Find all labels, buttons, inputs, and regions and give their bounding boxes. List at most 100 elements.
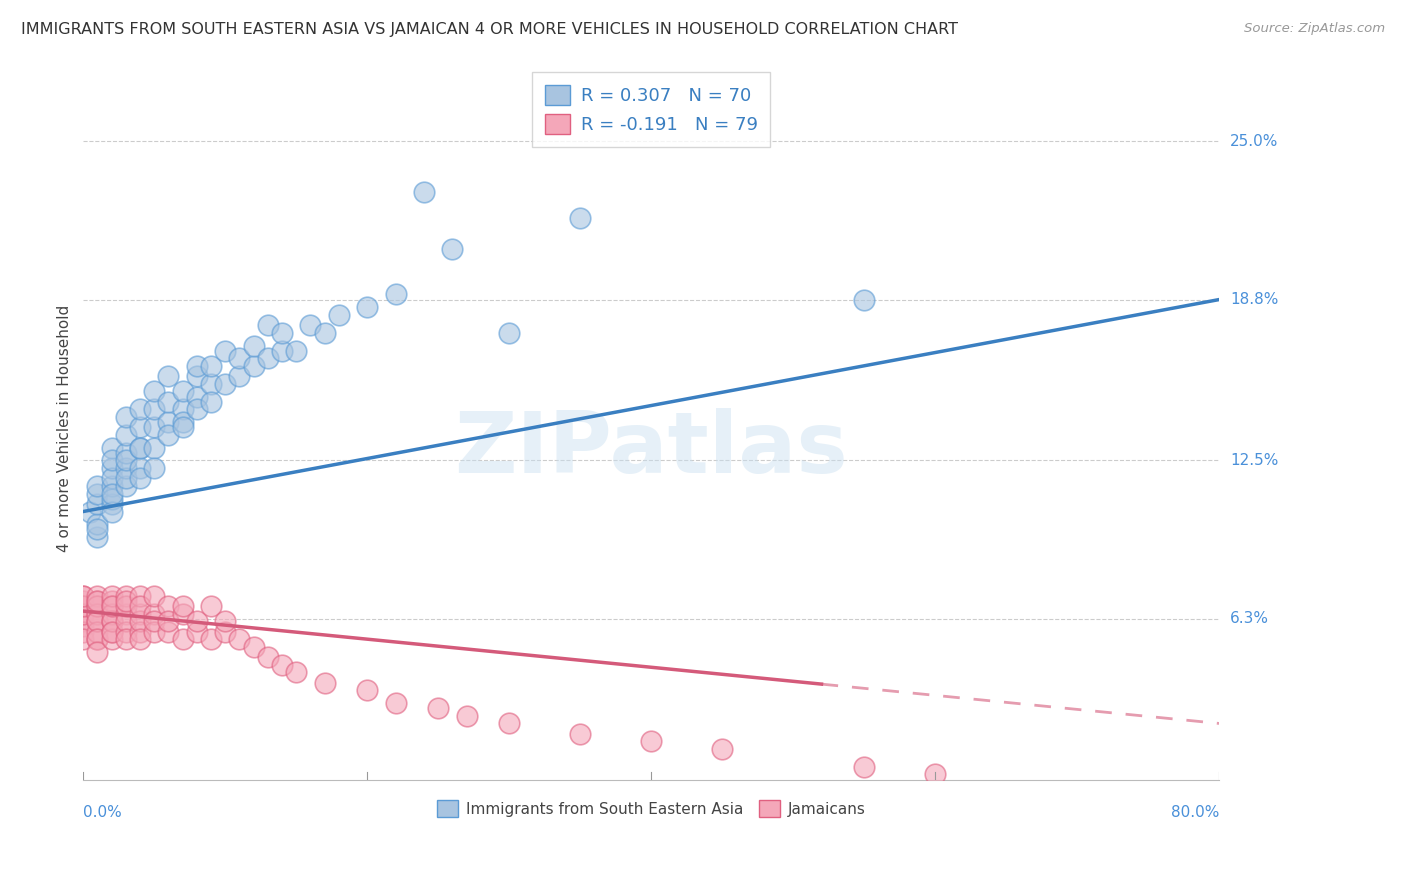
Point [86, 517, 108, 532]
Point [441, 242, 464, 256]
Point [86, 607, 108, 621]
Point [115, 615, 138, 629]
Point [498, 716, 520, 731]
Point [115, 594, 138, 608]
Point [569, 211, 592, 225]
Point [100, 624, 122, 639]
Point [72, 619, 94, 633]
Point [100, 441, 122, 455]
Point [115, 599, 138, 613]
Point [115, 624, 138, 639]
Point [86, 479, 108, 493]
Point [72, 589, 94, 603]
Point [172, 632, 194, 647]
Point [172, 415, 194, 429]
Point [129, 589, 152, 603]
Point [271, 657, 294, 672]
Point [143, 441, 166, 455]
Point [356, 683, 378, 698]
Point [100, 589, 122, 603]
Point [157, 394, 180, 409]
Point [228, 632, 250, 647]
Point [72, 607, 94, 621]
Point [456, 708, 478, 723]
Point [86, 645, 108, 659]
Point [115, 428, 138, 442]
Point [115, 453, 138, 467]
Point [157, 624, 180, 639]
Point [242, 359, 264, 373]
Point [314, 675, 336, 690]
Point [143, 420, 166, 434]
Point [100, 615, 122, 629]
Text: 18.8%: 18.8% [1230, 292, 1278, 307]
Point [100, 624, 122, 639]
Point [143, 589, 166, 603]
Point [115, 446, 138, 460]
Point [157, 599, 180, 613]
Point [100, 599, 122, 613]
Point [86, 497, 108, 511]
Point [100, 453, 122, 467]
Point [228, 351, 250, 366]
Point [214, 615, 236, 629]
Point [86, 599, 108, 613]
Point [384, 287, 406, 301]
Point [115, 461, 138, 475]
Point [200, 394, 222, 409]
Point [157, 428, 180, 442]
Text: ZIPatlas: ZIPatlas [454, 408, 848, 491]
Point [413, 186, 436, 200]
Point [853, 760, 876, 774]
Point [86, 594, 108, 608]
Point [86, 632, 108, 647]
Point [86, 615, 108, 629]
Point [72, 607, 94, 621]
Text: 80.0%: 80.0% [1171, 805, 1219, 820]
Point [129, 615, 152, 629]
Point [242, 640, 264, 654]
Point [640, 734, 662, 748]
Point [129, 471, 152, 485]
Point [129, 441, 152, 455]
Point [86, 624, 108, 639]
Point [384, 696, 406, 710]
Point [86, 486, 108, 500]
Point [186, 615, 208, 629]
Point [172, 599, 194, 613]
Text: 12.5%: 12.5% [1230, 453, 1278, 468]
Point [86, 607, 108, 621]
Point [257, 318, 280, 332]
Point [100, 504, 122, 518]
Point [172, 384, 194, 399]
Point [271, 326, 294, 340]
Point [129, 402, 152, 417]
Point [100, 632, 122, 647]
Point [314, 326, 336, 340]
Point [79, 504, 101, 518]
Point [172, 402, 194, 417]
Point [100, 486, 122, 500]
Point [129, 624, 152, 639]
Point [72, 599, 94, 613]
Point [100, 599, 122, 613]
Point [115, 410, 138, 425]
Point [72, 615, 94, 629]
Point [100, 471, 122, 485]
Text: IMMIGRANTS FROM SOUTH EASTERN ASIA VS JAMAICAN 4 OR MORE VEHICLES IN HOUSEHOLD C: IMMIGRANTS FROM SOUTH EASTERN ASIA VS JA… [21, 22, 957, 37]
Point [200, 599, 222, 613]
Point [853, 293, 876, 307]
Point [129, 420, 152, 434]
Point [100, 615, 122, 629]
Point [72, 632, 94, 647]
Point [115, 607, 138, 621]
Point [328, 308, 350, 322]
Point [228, 369, 250, 384]
Point [200, 632, 222, 647]
Point [200, 376, 222, 391]
Point [186, 359, 208, 373]
Point [129, 632, 152, 647]
Point [86, 599, 108, 613]
Point [143, 384, 166, 399]
Point [72, 589, 94, 603]
